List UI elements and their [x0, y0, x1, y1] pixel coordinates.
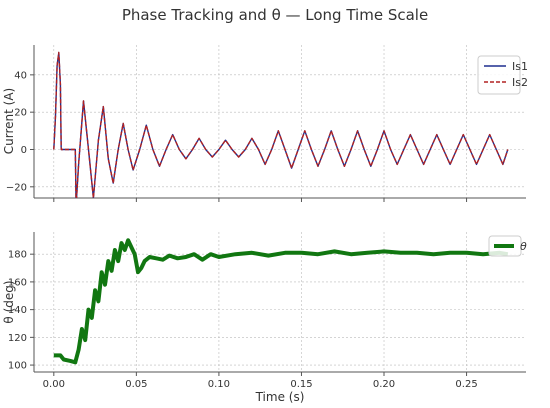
current-y-axis-label: Current (A)	[2, 88, 16, 154]
current-y-ticks: −20 0 20 40	[6, 70, 34, 193]
current-series-Is2-line	[53, 51, 509, 198]
legend-is2-label: Is2	[512, 76, 528, 89]
current-y-tick-label: 0	[21, 145, 27, 156]
legend-is1-label: Is1	[512, 60, 528, 73]
theta-y-axis-label: θ (deg)	[2, 280, 16, 323]
current-lines	[53, 51, 509, 198]
theta-y-tick-label: 180	[8, 250, 27, 261]
theta-series-θ-line	[53, 238, 509, 365]
theta-y-tick-label: 120	[8, 333, 27, 344]
theta-x-axis-label: Time (s)	[255, 390, 305, 404]
legend-theta-label: θ	[520, 240, 527, 253]
current-legend: Is1 Is2	[477, 55, 528, 95]
theta-x-tick-label: 0.15	[290, 379, 312, 390]
current-grid	[34, 45, 526, 198]
theta-x-tick-label: 0.05	[125, 379, 147, 390]
theta-y-ticks: 100 120 140 160 180	[8, 250, 34, 372]
theta-y-tick-label: 160	[8, 277, 27, 288]
theta-lines	[53, 238, 509, 365]
current-subplot: −20 0 20 40 Current (A) Is1 Is2	[2, 45, 528, 202]
current-y-tick-label: 40	[14, 70, 27, 81]
current-y-tick-label: −20	[6, 182, 27, 193]
theta-x-tick-label: 0.10	[208, 379, 230, 390]
theta-x-tick-label: 0.20	[373, 379, 395, 390]
current-x-ticks	[53, 198, 468, 202]
theta-y-tick-label: 100	[8, 361, 27, 372]
theta-x-tick-label: 0.25	[455, 379, 477, 390]
figure-title: Phase Tracking and θ — Long Time Scale	[121, 6, 429, 24]
theta-x-tick-label: 0.00	[43, 379, 65, 390]
theta-subplot: 100 120 140 160 180 0.00 0.05 0.10 0.15 0.20 0.25…	[2, 232, 527, 404]
theta-y-tick-label: 140	[8, 305, 27, 316]
current-y-tick-label: 20	[14, 108, 27, 119]
theta-legend: θ	[488, 235, 527, 257]
theta-x-ticks: 0.00 0.05 0.10 0.15 0.20 0.25	[43, 372, 478, 390]
